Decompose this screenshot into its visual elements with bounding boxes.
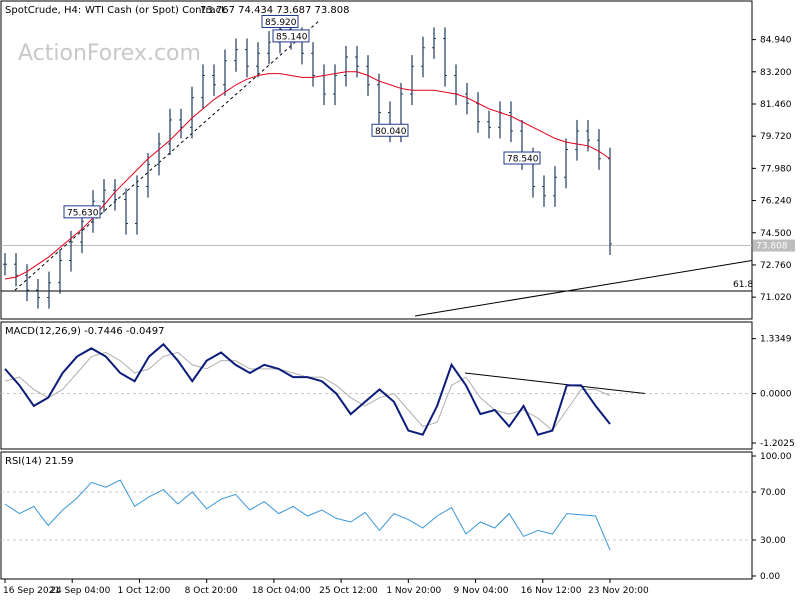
macd-trendline xyxy=(464,372,646,395)
support-trendline xyxy=(414,260,753,317)
time-tick-label: 25 Oct 12:00 xyxy=(319,586,378,596)
time-tick-label: 1 Oct 12:00 xyxy=(117,586,170,596)
macd-main-line xyxy=(4,342,611,436)
price-panel xyxy=(0,0,753,320)
time-tick-label: 18 Oct 04:00 xyxy=(252,586,311,596)
axis-labels: 84.940 83.200 81.460 79.720 77.980 76.240 74.5… xyxy=(3,36,795,596)
price-label-box xyxy=(272,29,310,43)
sma-series xyxy=(4,71,611,280)
price-label-box xyxy=(503,151,541,165)
time-tick-label: 1 Nov 20:00 xyxy=(386,586,441,596)
rsi-tick-label: 70.00 xyxy=(760,488,786,498)
dashed-channel-line xyxy=(14,19,321,291)
macd-panel xyxy=(0,321,753,450)
price-label: 75.630 xyxy=(67,208,99,218)
rsi-line xyxy=(4,479,611,551)
price-tick-label: 83.200 xyxy=(760,68,792,78)
rsi-tick-label: 30.00 xyxy=(760,536,786,546)
price-tick-label: 81.460 xyxy=(760,100,792,110)
time-tick-label: 16 Sep 2021 xyxy=(3,586,60,596)
price-label: 80.040 xyxy=(375,127,407,137)
price-label: 78.540 xyxy=(507,155,539,165)
macd-tick-label: 0.0000 xyxy=(760,390,792,400)
price-label: 85.140 xyxy=(276,32,308,42)
price-tick-label: 76.240 xyxy=(760,197,792,207)
macd-title: MACD(12,26,9) -0.7446 -0.0497 xyxy=(5,326,165,337)
price-tick-label: 71.020 xyxy=(760,293,792,303)
rsi-series xyxy=(4,479,611,551)
price-tick-label: 84.940 xyxy=(760,36,792,46)
sma-line xyxy=(4,71,611,280)
price-tick-label: 74.500 xyxy=(760,229,792,239)
header-symbol: SpotCrude, H4: xyxy=(5,5,81,16)
rsi-tick-label: 100.00 xyxy=(760,452,792,462)
time-tick-label: 9 Nov 04:00 xyxy=(454,586,509,596)
header-ohlc: 73.767 74.434 73.687 73.808 xyxy=(200,5,350,16)
time-tick-label: 16 Nov 12:00 xyxy=(521,586,582,596)
time-tick-label: 8 Oct 20:00 xyxy=(185,586,238,596)
price-label-box xyxy=(63,205,101,219)
header-description: WTI Cash (or Spot) Contract xyxy=(85,5,225,16)
price-label-box xyxy=(371,123,409,137)
price-tick-label: 77.980 xyxy=(760,164,792,174)
fib-61-8-label: 61.8 xyxy=(733,280,753,290)
grid-lines: 61.8 xyxy=(1,245,753,541)
current-price-label: 73.808 xyxy=(756,242,788,252)
rsi-panel xyxy=(0,451,753,580)
watermark: ActionForex.com xyxy=(18,41,201,66)
price-label: 85.920 xyxy=(265,18,297,28)
price-label-box xyxy=(261,14,299,28)
time-tick-label: 23 Nov 20:00 xyxy=(588,586,649,596)
trendlines xyxy=(14,19,753,395)
current-price-box xyxy=(753,239,795,252)
macd-tick-label: -1.2025 xyxy=(760,439,795,449)
rsi-tick-label: 0.00 xyxy=(760,572,780,582)
macd-series xyxy=(4,342,611,436)
price-tick-label: 72.760 xyxy=(760,261,792,271)
rsi-title: RSI(14) 21.59 xyxy=(5,456,74,467)
price-annotations: 85.920 85.140 78.540 80.040 75.630 xyxy=(63,14,541,219)
price-tick-label: 79.720 xyxy=(760,132,792,142)
time-tick-label: 24 Sep 04:00 xyxy=(50,586,110,596)
macd-tick-label: 1.3349 xyxy=(760,335,792,345)
